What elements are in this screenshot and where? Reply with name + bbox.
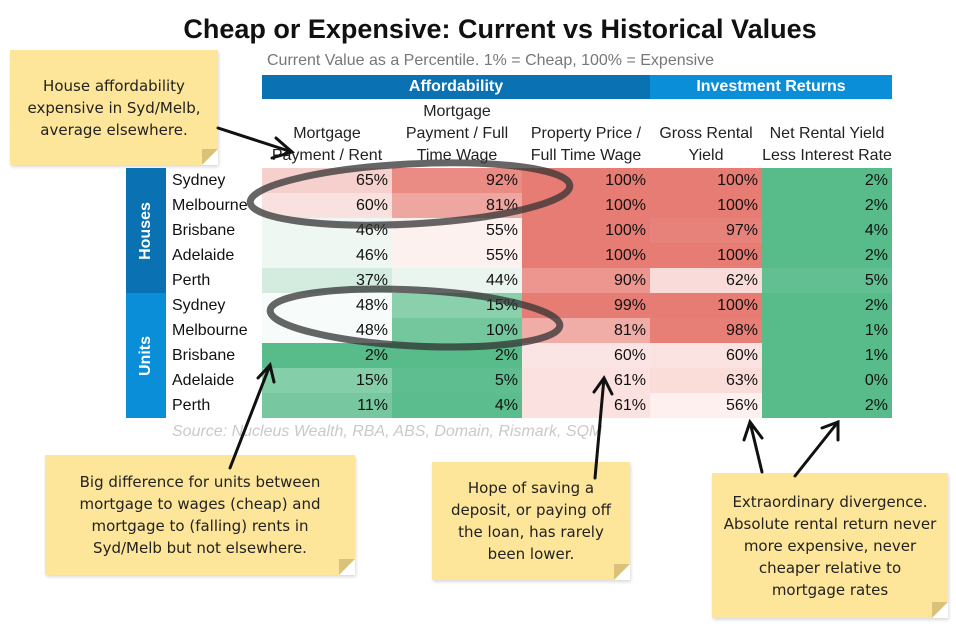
source-note: Source: Nucleus Wealth, RBA, ABS, Domain…	[172, 423, 603, 440]
column-header: Mortgage Payment / Full Time Wage	[405, 103, 509, 164]
heatmap-cell: 61%	[522, 368, 650, 393]
row-label-city: Adelaide	[172, 372, 235, 389]
heatmap-cell: 4%	[392, 393, 522, 418]
heatmap-cell: 92%	[392, 168, 522, 193]
heatmap-cell: 37%	[262, 268, 392, 293]
heatmap-cell: 1%	[762, 343, 892, 368]
heatmap-cell: 5%	[392, 368, 522, 393]
heatmap-cell: 56%	[650, 393, 762, 418]
heatmap-cell: 100%	[650, 293, 762, 318]
heatmap-cell: 63%	[650, 368, 762, 393]
row-label-city: Perth	[172, 272, 211, 289]
heatmap-cell: 1%	[762, 318, 892, 343]
heatmap-cell: 2%	[762, 393, 892, 418]
heatmap-cell: 65%	[262, 168, 392, 193]
heatmap-cell: 48%	[262, 318, 392, 343]
note-text: Hope of saving a deposit, or paying off …	[450, 479, 612, 563]
column-header: Mortgage Payment / Rent	[271, 125, 383, 164]
sticky-note-units: Big difference for units between mortgag…	[45, 455, 355, 575]
heatmap-cell: 15%	[392, 293, 522, 318]
heatmap-cell: 46%	[262, 243, 392, 268]
group-header-investment: Investment Returns	[650, 75, 892, 99]
heatmap-cell: 2%	[762, 293, 892, 318]
heatmap-cell: 48%	[262, 293, 392, 318]
heatmap-cell: 60%	[522, 343, 650, 368]
heatmap-cell: 81%	[392, 193, 522, 218]
row-label-city: Brisbane	[172, 222, 236, 239]
heatmap-cell: 100%	[650, 243, 762, 268]
heatmap-cell: 100%	[522, 218, 650, 243]
heatmap-cell: 100%	[522, 243, 650, 268]
heatmap-cell: 2%	[762, 193, 892, 218]
heatmap-cell: 2%	[392, 343, 522, 368]
row-label-city: Melbourne	[172, 197, 248, 214]
heatmap-cell: 90%	[522, 268, 650, 293]
arrow-to-gross	[742, 418, 764, 474]
row-label-city: Adelaide	[172, 247, 235, 264]
sticky-note-divergence: Extraordinary divergence. Absolute renta…	[712, 473, 948, 618]
chart-title: Cheap or Expensive: Current vs Historica…	[183, 14, 817, 44]
heatmap-cell: 5%	[762, 268, 892, 293]
heatmap-cell: 99%	[522, 293, 650, 318]
heatmap-cell: 61%	[522, 393, 650, 418]
heatmap-cell: 62%	[650, 268, 762, 293]
sticky-note-houses: House affordability expensive in Syd/Mel…	[10, 50, 218, 165]
heatmap-cell: 2%	[762, 168, 892, 193]
heatmap-cell: 11%	[262, 393, 392, 418]
heatmap-cell: 60%	[262, 193, 392, 218]
section-label-text: Houses	[137, 201, 155, 260]
note-text: Extraordinary divergence. Absolute renta…	[723, 492, 937, 599]
column-header: Gross Rental Yield	[659, 125, 753, 164]
row-label-city: Sydney	[172, 297, 226, 314]
heatmap-cell: 55%	[392, 243, 522, 268]
column-header: Net Rental Yield Less Interest Rate	[762, 125, 892, 164]
row-label-city: Brisbane	[172, 347, 236, 364]
heatmap-cell: 97%	[650, 218, 762, 243]
heatmap-cell: 10%	[392, 318, 522, 343]
heatmap-cell: 100%	[522, 168, 650, 193]
heatmap-cell: 46%	[262, 218, 392, 243]
heatmap-cell: 55%	[392, 218, 522, 243]
heatmap-cell: 0%	[762, 368, 892, 393]
heatmap-cell: 100%	[650, 168, 762, 193]
row-label-city: Melbourne	[172, 322, 248, 339]
heatmap-cell: 100%	[522, 193, 650, 218]
heatmap-cell: 44%	[392, 268, 522, 293]
group-header-affordability: Affordability	[262, 75, 650, 99]
section-label-houses: Houses	[126, 168, 166, 293]
heatmap-cell: 2%	[762, 243, 892, 268]
column-header: Property Price / Full Time Wage	[530, 125, 642, 164]
heatmap-cell: 98%	[650, 318, 762, 343]
section-label-units: Units	[126, 293, 166, 418]
heatmap-cell: 81%	[522, 318, 650, 343]
note-text: House affordability expensive in Syd/Mel…	[27, 76, 201, 139]
chart-subtitle: Current Value as a Percentile. 1% = Chea…	[267, 52, 715, 69]
note-text: Big difference for units between mortgag…	[79, 473, 321, 557]
heatmap-cell: 4%	[762, 218, 892, 243]
row-label-city: Sydney	[172, 172, 226, 189]
sticky-note-deposit: Hope of saving a deposit, or paying off …	[432, 462, 630, 580]
heatmap-cell: 15%	[262, 368, 392, 393]
arrow-to-net	[793, 419, 840, 478]
heatmap-cell: 60%	[650, 343, 762, 368]
section-label-text: Units	[137, 335, 154, 376]
heatmap-cell: 100%	[650, 193, 762, 218]
row-label-city: Perth	[172, 397, 211, 414]
heatmap-cell: 2%	[262, 343, 392, 368]
